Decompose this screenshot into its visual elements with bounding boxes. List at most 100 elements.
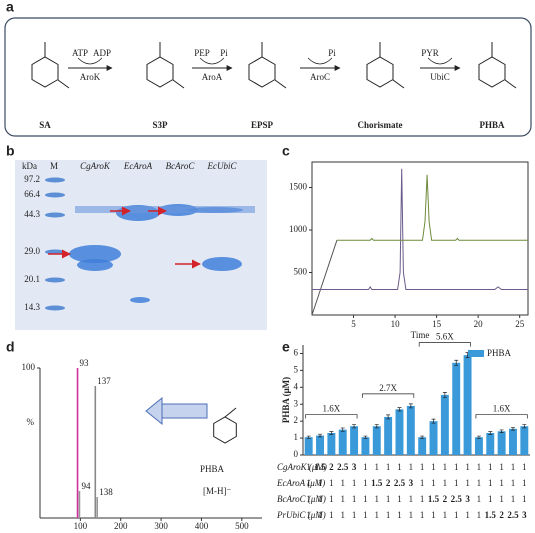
molecule-bond: [224, 407, 237, 418]
table-cell: 1: [522, 478, 527, 488]
table-cell: 2.5: [337, 462, 349, 472]
x-tick-label: 100: [74, 521, 88, 531]
bar: [338, 429, 347, 455]
cofactor-arc: [427, 57, 453, 65]
table-cell: 1: [363, 478, 368, 488]
table-cell: 1: [454, 510, 459, 520]
gel-band: [130, 297, 150, 303]
table-cell: 1.5: [428, 494, 440, 504]
gel-band: [45, 277, 65, 283]
table-cell: 1: [443, 478, 448, 488]
gel-band: [77, 259, 113, 271]
pathway-frame: [4, 17, 532, 137]
enzyme-name: AroA: [202, 72, 223, 82]
cofactor-out: Pi: [328, 48, 336, 58]
gel-marker-size: 29.0: [24, 246, 40, 256]
table-cell: 1: [488, 462, 493, 472]
table-cell: 1: [465, 462, 470, 472]
error-bar: [386, 414, 391, 420]
plot-frame: [311, 161, 529, 316]
compound-name: SA: [39, 120, 51, 130]
x-tick-label: 25: [515, 319, 525, 329]
error-bar: [352, 424, 357, 429]
x-tick-label: 400: [195, 521, 209, 531]
table-cell: 2: [443, 494, 448, 504]
fold-label: 1.6X: [493, 404, 511, 414]
gel-image: [15, 160, 267, 330]
gel-marker-size: 97.2: [24, 174, 40, 184]
fold-label: 5.6X: [436, 332, 454, 342]
table-cell: 1: [318, 478, 323, 488]
gel-band: [69, 245, 121, 263]
table-cell: 1: [397, 462, 402, 472]
bar: [452, 362, 461, 455]
table-cell: 1: [306, 478, 311, 488]
table-cell: 1: [443, 510, 448, 520]
molecule-ring: [366, 56, 394, 88]
table-cell: 1: [477, 494, 482, 504]
error-bar: [329, 431, 334, 435]
bar: [361, 437, 370, 455]
table-cell: 1: [340, 478, 345, 488]
gel-marker-size: 20.1: [24, 274, 40, 284]
table-cell: 3: [409, 478, 414, 488]
bar: [429, 421, 438, 455]
table-cell: 1: [352, 494, 357, 504]
error-bar: [340, 427, 345, 432]
cofactor-arc: [199, 57, 225, 65]
molecule-bond: [392, 79, 405, 89]
bar: [509, 428, 517, 455]
error-bar: [431, 418, 436, 424]
bar: [384, 416, 393, 455]
gel-lane-label: BcAroC: [166, 161, 196, 171]
table-cell: 1: [318, 494, 323, 504]
fold-label: 2.7X: [379, 383, 397, 393]
y-tick-label: 4: [294, 381, 299, 391]
gel-lane-label: CgAroK: [80, 161, 111, 171]
legend-label: PHBA: [487, 348, 512, 358]
bar: [304, 437, 313, 455]
table-cell: 1: [477, 462, 482, 472]
y-tick-label: 6: [294, 348, 299, 358]
gel-lane-label: EcUbiC: [207, 161, 238, 171]
perspective-line: [311, 240, 338, 316]
molecule-ring: [478, 56, 506, 88]
x-tick-label: 10: [391, 319, 401, 329]
panel-label: e: [282, 339, 290, 355]
table-cell: 1: [397, 494, 402, 504]
molecule-bond: [172, 79, 185, 89]
table-cell: 1: [511, 478, 516, 488]
table-cell: 1: [420, 494, 425, 504]
table-cell: 1: [306, 510, 311, 520]
table-cell: 1: [431, 462, 436, 472]
table-cell: 1: [477, 510, 482, 520]
bracket: [475, 414, 528, 419]
table-cell: 1: [318, 510, 323, 520]
cofactor-in: ATP: [72, 48, 88, 58]
y-tick-label: 3: [294, 398, 299, 408]
table-cell: 1: [443, 462, 448, 472]
bar: [406, 405, 415, 455]
table-cell: 2.5: [394, 478, 406, 488]
table-cell: 1: [329, 494, 334, 504]
gel-marker-size: 44.3: [24, 209, 40, 219]
table-cell: 1: [340, 494, 345, 504]
gel-band: [75, 206, 255, 213]
table-cell: 1: [465, 478, 470, 488]
error-bar: [397, 407, 402, 412]
table-cell: 1: [375, 462, 380, 472]
table-cell: 1: [409, 510, 414, 520]
bar: [372, 426, 381, 455]
error-bar: [488, 431, 493, 435]
table-cell: 1: [499, 478, 504, 488]
bar: [327, 433, 336, 455]
table-cell: 1: [375, 510, 380, 520]
gel-band: [202, 257, 242, 271]
table-cell: 1: [397, 510, 402, 520]
error-bar: [408, 403, 413, 409]
peak-label: 94: [81, 481, 91, 491]
bar: [486, 433, 495, 455]
table-row-label: CgAroK (μM): [277, 462, 327, 472]
bar: [316, 435, 324, 455]
table-cell: 1: [420, 478, 425, 488]
